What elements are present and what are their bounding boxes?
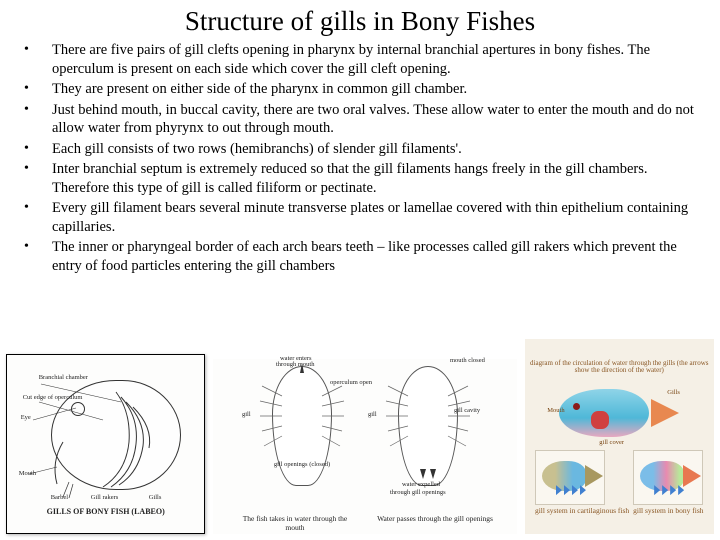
label: Gills xyxy=(149,494,162,501)
figure-top-caption: diagram of the circulation of water thro… xyxy=(525,358,714,377)
figure-caption: gill system in cartilaginous fish xyxy=(535,507,629,515)
label: Barbel xyxy=(51,494,68,501)
bottom-fish-row: gill system in cartilaginous fish gill s… xyxy=(535,450,704,515)
list-item: Each gill consists of two rows (hemibran… xyxy=(38,140,702,159)
label: Mouth xyxy=(547,407,564,414)
label: gill openings (closed) xyxy=(270,461,334,468)
cartilaginous-panel: gill system in cartilaginous fish xyxy=(535,450,629,515)
label: Cut edge of operculum xyxy=(23,394,83,401)
bony-panel: gill system in bony fish xyxy=(633,450,703,515)
list-item: Inter branchial septum is extremely redu… xyxy=(38,160,702,197)
list-item: Just behind mouth, in buccal cavity, the… xyxy=(38,101,702,138)
label: through mouth xyxy=(276,361,314,368)
figure-gills-labeo: Branchial chamber Cut edge of operculum … xyxy=(6,354,205,534)
label: gill xyxy=(368,411,377,418)
fish-dorsal-left: water enters through mouth operculum ope… xyxy=(242,361,362,501)
figures-row: Branchial chamber Cut edge of operculum … xyxy=(0,334,720,534)
figure-caption: Water passes through the gill openings xyxy=(375,515,495,532)
label: water expelled xyxy=(402,481,440,488)
list-item: Every gill filament bears several minute… xyxy=(38,199,702,236)
page-title: Structure of gills in Bony Fishes xyxy=(0,0,720,41)
label: Branchial chamber xyxy=(39,374,88,381)
label: Mouth xyxy=(19,470,36,477)
label: Eye xyxy=(21,414,31,421)
list-item: They are present on either side of the p… xyxy=(38,80,702,99)
figure-caption: GILLS OF BONY FISH (LABEO) xyxy=(47,508,165,517)
list-item: The inner or pharyngeal border of each a… xyxy=(38,238,702,275)
figure-caption: gill system in bony fish xyxy=(633,507,703,515)
figure-caption: The fish takes in water through the mout… xyxy=(235,515,355,532)
label: gill cover xyxy=(599,439,624,446)
label: gill cavity xyxy=(454,407,480,414)
label: operculum open xyxy=(330,379,372,386)
label: mouth closed xyxy=(450,357,485,364)
label: Gills xyxy=(667,389,680,396)
bullet-list: There are five pairs of gill clefts open… xyxy=(0,41,720,276)
colored-fish: Mouth Gills gill cover xyxy=(549,381,689,446)
label: through gill openings xyxy=(390,489,446,496)
fish-dorsal-right: mouth closed gill cavity gill water expe… xyxy=(368,361,488,501)
figure-water-flow: water enters through mouth operculum ope… xyxy=(213,359,516,534)
list-item: There are five pairs of gill clefts open… xyxy=(38,41,702,78)
label: Gill rakers xyxy=(91,494,119,501)
fish-head-diagram: Branchial chamber Cut edge of operculum … xyxy=(21,372,191,502)
label: gill xyxy=(242,411,251,418)
figure-circulation: diagram of the circulation of water thro… xyxy=(525,339,714,534)
